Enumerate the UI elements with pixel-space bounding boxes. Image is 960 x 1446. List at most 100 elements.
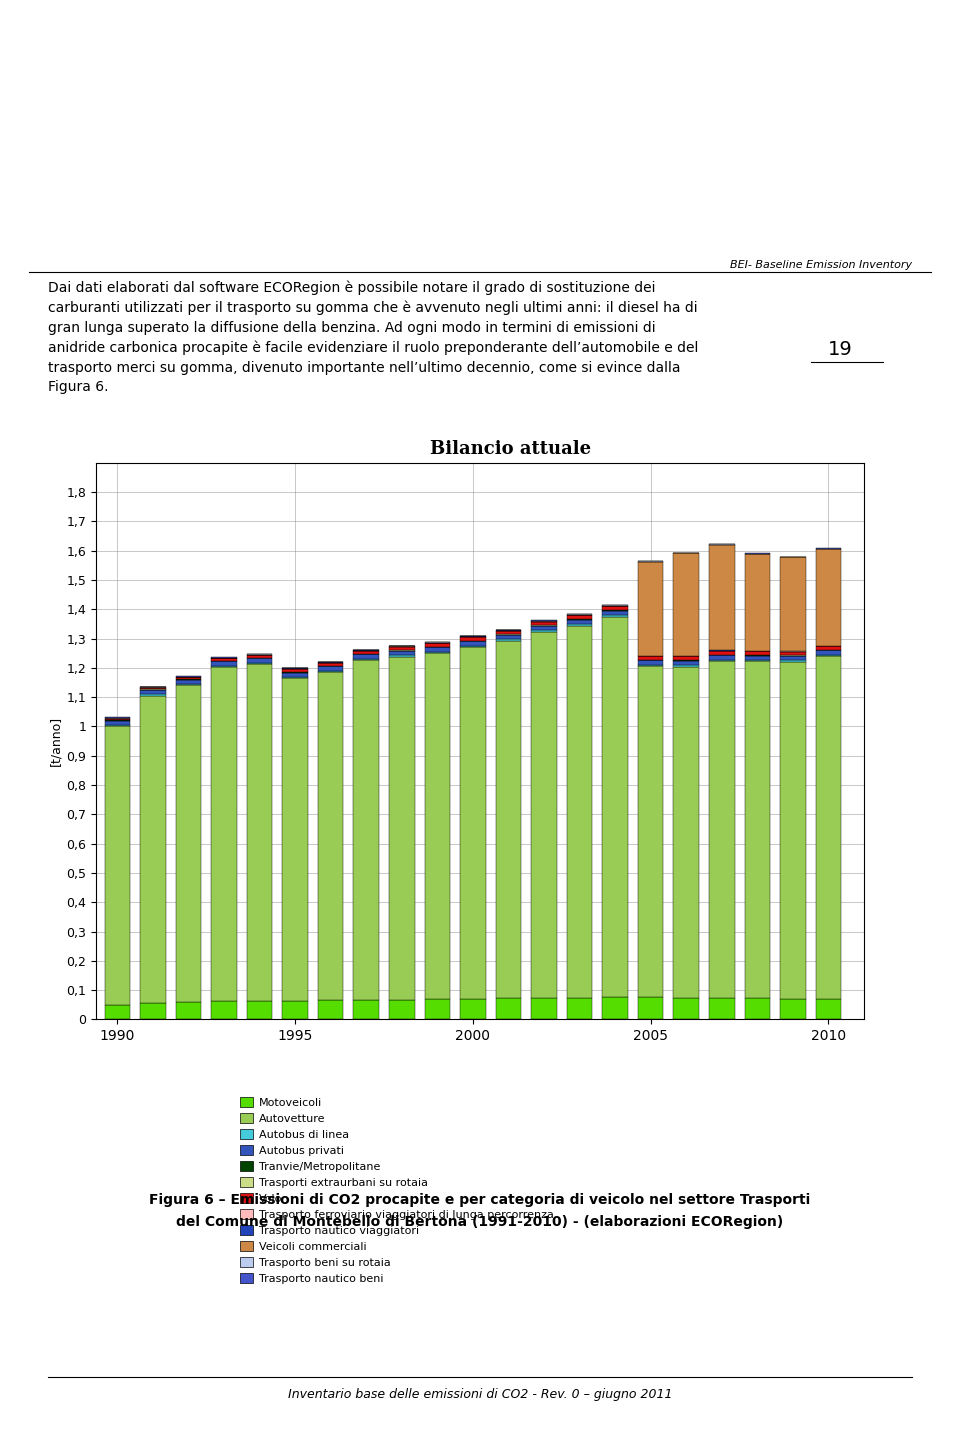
Bar bbox=[211, 658, 237, 661]
Bar bbox=[637, 665, 663, 667]
Y-axis label: [t/anno]: [t/anno] bbox=[49, 716, 62, 766]
Bar bbox=[282, 678, 308, 1001]
Bar bbox=[353, 659, 379, 661]
Bar bbox=[709, 659, 734, 661]
Bar bbox=[745, 651, 770, 655]
Bar bbox=[602, 616, 628, 998]
Bar bbox=[780, 652, 805, 655]
Bar bbox=[673, 998, 699, 1019]
Bar bbox=[389, 651, 415, 655]
Bar bbox=[709, 651, 734, 655]
Bar bbox=[140, 690, 166, 694]
Bar bbox=[247, 655, 273, 658]
Text: 19: 19 bbox=[828, 340, 852, 360]
Bar bbox=[424, 643, 450, 646]
Bar bbox=[140, 1004, 166, 1019]
Bar bbox=[673, 554, 699, 656]
Bar bbox=[318, 667, 344, 671]
Bar bbox=[673, 667, 699, 998]
Bar bbox=[566, 998, 592, 1019]
Bar bbox=[247, 662, 273, 664]
Bar bbox=[318, 672, 344, 1001]
Text: Inventario base delle emissioni di CO2 - Rev. 0 – giugno 2011: Inventario base delle emissioni di CO2 -… bbox=[288, 1388, 672, 1401]
Bar bbox=[247, 658, 273, 662]
Bar bbox=[745, 554, 770, 651]
Bar bbox=[816, 651, 841, 655]
Bar bbox=[318, 671, 344, 672]
Bar bbox=[282, 672, 308, 677]
Bar bbox=[460, 638, 486, 641]
Legend: Motoveicoli, Autovetture, Autobus di linea, Autobus privati, Tranvie/Metropolita: Motoveicoli, Autovetture, Autobus di lin… bbox=[240, 1098, 554, 1284]
Bar bbox=[353, 651, 379, 654]
Bar bbox=[460, 641, 486, 645]
Bar bbox=[140, 694, 166, 696]
Bar bbox=[531, 630, 557, 632]
Bar bbox=[176, 680, 202, 684]
Bar bbox=[282, 1001, 308, 1019]
Bar bbox=[637, 561, 663, 655]
Bar bbox=[105, 720, 131, 724]
Bar bbox=[780, 661, 805, 662]
Bar bbox=[176, 684, 202, 685]
Bar bbox=[531, 632, 557, 998]
Bar bbox=[780, 999, 805, 1019]
Bar bbox=[816, 646, 841, 649]
Bar bbox=[816, 655, 841, 656]
Bar bbox=[566, 620, 592, 625]
Bar bbox=[602, 998, 628, 1019]
Bar bbox=[282, 669, 308, 672]
Bar bbox=[816, 999, 841, 1019]
Bar bbox=[353, 661, 379, 1001]
Bar bbox=[460, 646, 486, 999]
Title: Bilancio attuale: Bilancio attuale bbox=[430, 441, 591, 458]
Bar bbox=[353, 655, 379, 659]
Bar bbox=[176, 685, 202, 1002]
Bar bbox=[566, 626, 592, 998]
Bar bbox=[140, 688, 166, 690]
Bar bbox=[745, 661, 770, 998]
Bar bbox=[211, 667, 237, 1001]
Bar bbox=[745, 659, 770, 661]
Bar bbox=[709, 545, 734, 651]
Bar bbox=[495, 641, 521, 998]
Bar bbox=[495, 635, 521, 639]
Bar bbox=[140, 696, 166, 1004]
Bar bbox=[531, 998, 557, 1019]
Bar bbox=[566, 616, 592, 619]
Bar bbox=[389, 999, 415, 1019]
Bar bbox=[780, 557, 805, 651]
Bar bbox=[389, 656, 415, 999]
Text: del Comune di Montebello di Bertona (1991-2010) - (elaborazioni ECORegion): del Comune di Montebello di Bertona (199… bbox=[177, 1215, 783, 1229]
Bar bbox=[709, 655, 734, 659]
Text: BEI- Baseline Emission Inventory: BEI- Baseline Emission Inventory bbox=[730, 260, 912, 270]
Bar bbox=[637, 998, 663, 1019]
Bar bbox=[495, 998, 521, 1019]
Bar bbox=[602, 606, 628, 610]
Bar bbox=[105, 719, 131, 720]
Bar bbox=[424, 654, 450, 999]
Bar bbox=[105, 1005, 131, 1019]
Bar bbox=[816, 656, 841, 999]
Bar bbox=[780, 656, 805, 661]
Bar bbox=[673, 665, 699, 667]
Bar bbox=[495, 639, 521, 641]
Bar bbox=[460, 645, 486, 646]
Bar bbox=[424, 648, 450, 652]
Bar bbox=[176, 678, 202, 680]
Bar bbox=[211, 665, 237, 667]
Bar bbox=[602, 610, 628, 615]
Text: Dai dati elaborati dal software ECORegion è possibile notare il grado di sostitu: Dai dati elaborati dal software ECORegio… bbox=[48, 281, 698, 393]
Bar bbox=[211, 661, 237, 665]
Bar bbox=[816, 549, 841, 645]
Bar bbox=[282, 677, 308, 678]
Bar bbox=[353, 1001, 379, 1019]
Bar bbox=[424, 999, 450, 1019]
Bar bbox=[318, 662, 344, 665]
Bar bbox=[637, 667, 663, 998]
Bar bbox=[424, 652, 450, 654]
Bar bbox=[389, 646, 415, 651]
Text: Figura 6 – Emissioni di CO2 procapite e per categoria di veicolo nel settore Tra: Figura 6 – Emissioni di CO2 procapite e … bbox=[150, 1193, 810, 1207]
Bar bbox=[709, 998, 734, 1019]
Bar bbox=[247, 1001, 273, 1019]
Bar bbox=[531, 626, 557, 630]
